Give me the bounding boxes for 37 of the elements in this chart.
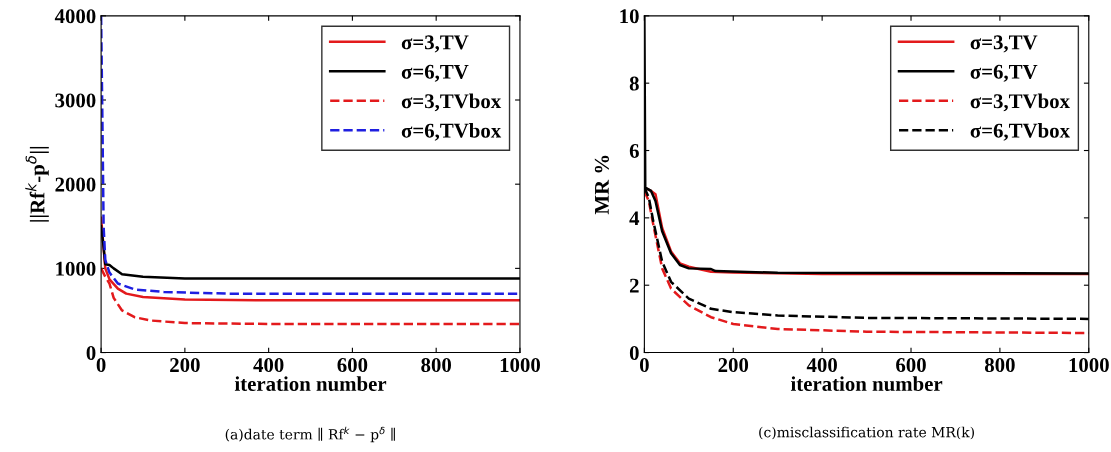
y-tick-label: 0	[629, 345, 639, 360]
x-tick-label: 1000	[1069, 358, 1109, 373]
y-tick-label: 3000	[55, 93, 96, 108]
x-tick-label: 400	[806, 358, 837, 373]
y-tick-label: 1000	[56, 261, 96, 276]
x-tick-label: 800	[984, 358, 1015, 373]
y-tick-label: 2000	[55, 177, 96, 192]
x-tick-label: 400	[253, 358, 284, 373]
x-tick-label: 1000	[500, 358, 540, 373]
legend-label: σ=3,TV	[970, 35, 1038, 53]
y-tick-label: 4	[629, 211, 640, 226]
y-tick-label: 2	[629, 278, 639, 293]
legend-label: σ=6,TV	[401, 64, 469, 82]
legend-label: σ=3,TV	[401, 35, 469, 53]
x-tick-label: 0	[96, 358, 106, 373]
legend-label: σ=3,TVbox	[970, 93, 1070, 112]
legend-label: σ=6,TVbox	[970, 123, 1070, 141]
x-axis-title: iteration number	[790, 376, 943, 392]
y-tick-label: 10	[620, 9, 639, 24]
y-tick-label: 8	[629, 76, 639, 91]
y-tick-label: 0	[86, 345, 96, 360]
x-tick-label: 200	[170, 358, 200, 373]
y-axis-title: ||Rf$^{k}$-p$^{δ}$||	[25, 146, 49, 222]
y-tick-label: 4000	[54, 9, 96, 24]
text: (c)misclassification rate MR(k)	[759, 426, 974, 440]
x-axis-title: iteration number	[234, 376, 387, 392]
legend-label: σ=6,TVbox	[401, 123, 502, 141]
x-tick-label: 600	[896, 358, 926, 373]
x-tick-label: 800	[421, 358, 452, 373]
x-tick-label: 600	[337, 358, 368, 373]
y-axis-title: MR %	[594, 155, 609, 215]
legend-label: σ=3,TVbox	[401, 93, 502, 112]
text: (a)date term ∥ Rf$^{k}$ − p$^{δ}$ ∥	[225, 426, 395, 443]
legend-label: σ=6,TV	[970, 64, 1038, 82]
x-tick-label: 0	[639, 358, 649, 373]
x-tick-label: 200	[718, 358, 749, 373]
y-tick-label: 6	[629, 143, 639, 158]
